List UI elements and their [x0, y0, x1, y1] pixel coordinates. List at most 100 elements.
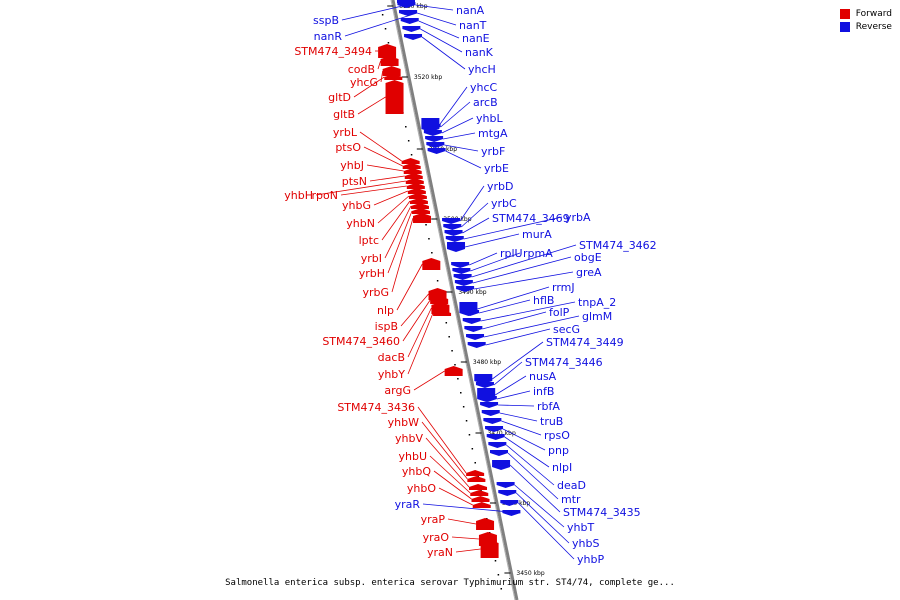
forward-gene-block: [384, 74, 403, 80]
gene-label: dacB: [378, 351, 405, 364]
forward-gene-block: [409, 198, 428, 204]
gene-leader-line: [471, 244, 577, 278]
gene-label: secG: [553, 323, 580, 336]
gene-leader-line: [502, 428, 546, 451]
gene-leader-line: [468, 252, 498, 266]
gene-leader-line: [462, 217, 490, 234]
minor-tick-dot: [405, 126, 407, 128]
gene-label: yhcH: [468, 63, 496, 76]
forward-gene-block: [378, 44, 397, 58]
gene-leader-line: [483, 315, 580, 338]
gene-leader-line: [494, 375, 527, 396]
gene-label: yrbC: [491, 197, 517, 210]
gene-leader-line: [422, 503, 521, 514]
gene-leader-line: [518, 502, 575, 560]
gene-label: STM474_3494: [294, 45, 372, 58]
gene-leader-line: [425, 437, 470, 488]
legend-reverse-label: Reverse: [855, 22, 892, 32]
gene-label: STM474_3469: [492, 212, 570, 225]
minor-tick-dot: [494, 560, 497, 562]
gene-label: murA: [522, 228, 552, 241]
gene-label: deaD: [557, 479, 586, 492]
scale-tick-label: 3520 kbp: [414, 74, 442, 81]
gene-leader-line: [464, 233, 520, 248]
forward-gene-block: [469, 484, 488, 490]
genome-backbone-shadow: [390, 0, 516, 600]
legend: Forward Reverse: [839, 9, 892, 35]
genome-backbone: [391, 0, 519, 600]
forward-gene-block: [404, 173, 423, 179]
reverse-gene-block: [498, 490, 517, 496]
reverse-gene-block: [500, 500, 519, 506]
reverse-gene-block: [481, 410, 500, 416]
gene-label: STM474_3460: [322, 335, 400, 348]
gene-leader-line: [400, 293, 429, 327]
gene-label: yhbH: [284, 189, 313, 202]
gene-leader-line: [498, 404, 535, 407]
forward-gene-block: [385, 80, 404, 114]
gene-leader-line: [380, 70, 384, 83]
gene-leader-line: [499, 412, 538, 422]
gene-leader-line: [514, 484, 565, 528]
reverse-gene-block: [423, 130, 442, 136]
reverse-gene-block: [462, 318, 481, 324]
gene-leader-line: [477, 286, 550, 310]
gene-label: folP: [549, 306, 570, 319]
minor-tick-dot: [500, 588, 503, 590]
minor-tick-dot: [451, 350, 453, 352]
reverse-gene-block: [427, 148, 446, 154]
minor-tick-dot: [474, 462, 476, 464]
gene-label: yrbE: [484, 162, 509, 175]
gene-label: nanR: [314, 30, 343, 43]
forward-gene-block: [433, 310, 452, 316]
forward-gene-block: [430, 296, 449, 304]
reverse-gene-block: [488, 442, 507, 448]
reverse-gene-block: [399, 10, 418, 16]
minor-tick-dot: [381, 14, 384, 16]
minor-tick-dot: [425, 224, 427, 226]
gene-label: nanA: [456, 4, 485, 17]
reverse-gene-block: [443, 224, 462, 230]
forward-gene-block: [471, 496, 490, 502]
gene-leader-line: [402, 299, 431, 342]
legend-reverse: Reverse: [839, 22, 892, 32]
gene-label: yhbO: [407, 482, 436, 495]
gene-label: yhcC: [470, 81, 498, 94]
gene-label: ispB: [375, 320, 398, 333]
gene-label: gltD: [328, 91, 351, 104]
gene-label: mtgA: [478, 127, 508, 140]
minor-tick-dot: [497, 574, 500, 576]
forward-gene-block: [413, 213, 432, 223]
reverse-gene-block: [496, 482, 515, 488]
gene-leader-line: [472, 256, 572, 284]
minor-tick-dot: [448, 336, 450, 338]
minor-tick-dot: [407, 140, 410, 142]
gene-leader-line: [441, 117, 474, 134]
minor-tick-dot: [445, 322, 448, 324]
gene-leader-line: [455, 548, 481, 553]
gene-leader-line: [415, 4, 454, 11]
gene-leader-line: [507, 452, 559, 500]
gene-leader-line: [421, 421, 468, 480]
gene-label: yhbW: [388, 416, 419, 429]
gene-label: nlpI: [552, 461, 572, 474]
forward-gene-block: [467, 476, 486, 482]
forward-gene-block: [444, 366, 463, 376]
gene-leader-line: [421, 36, 466, 70]
legend-forward-label: Forward: [855, 9, 892, 19]
reverse-gene-block: [456, 286, 475, 292]
gene-label: STM474_3435: [563, 506, 641, 519]
gene-leader-line: [515, 492, 570, 544]
gene-leader-line: [461, 202, 489, 228]
gene-label: STM474_3449: [546, 336, 624, 349]
gene-label: tnpA_2: [578, 296, 616, 309]
gene-label: hflB: [533, 294, 554, 307]
gene-leader-line: [506, 444, 555, 486]
forward-gene-block: [476, 518, 495, 530]
gene-leader-line: [485, 328, 551, 346]
gene-label: arcB: [473, 96, 498, 109]
gene-leader-line: [504, 436, 550, 468]
forward-gene-block: [472, 502, 491, 508]
gene-label: STM474_3446: [525, 356, 603, 369]
